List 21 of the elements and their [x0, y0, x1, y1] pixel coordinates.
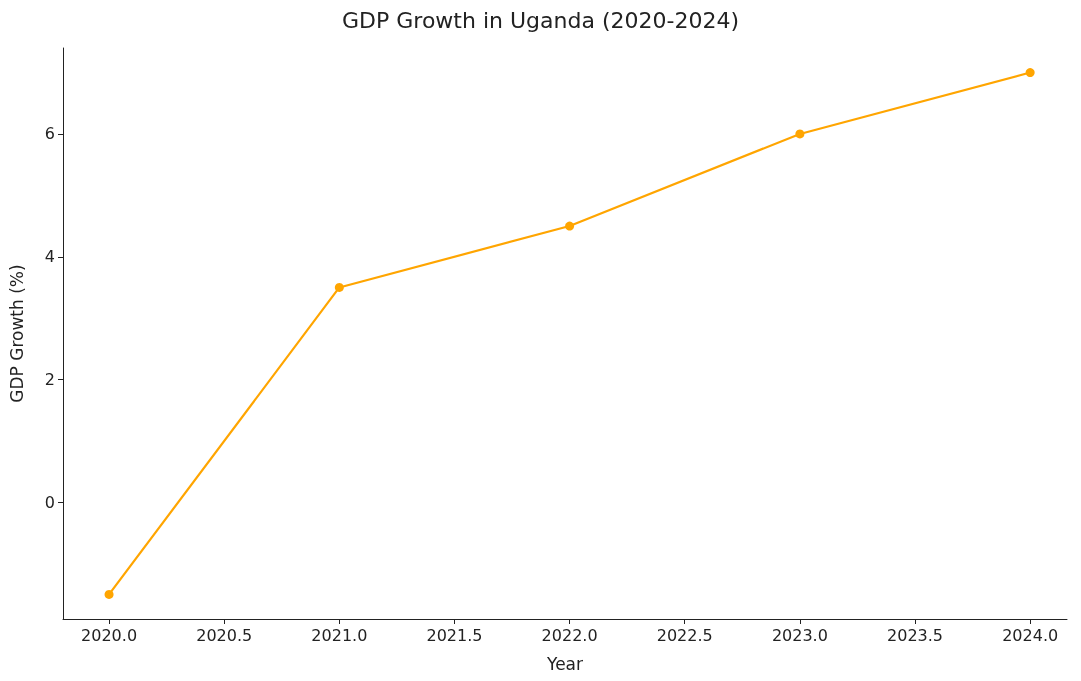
y-axis-title: GDP Growth (%): [6, 264, 27, 403]
x-tick-label: 2023.0: [771, 625, 828, 645]
x-tick-label: 2022.5: [656, 625, 713, 645]
x-tick-label: 2022.0: [541, 625, 598, 645]
chart-title: GDP Growth in Uganda (2020-2024): [342, 7, 739, 33]
y-tick-label: 0: [44, 492, 55, 512]
y-tick-label: 6: [44, 124, 55, 144]
point: [334, 282, 344, 292]
x-tick-label: 2021.0: [311, 625, 368, 645]
x-tick-label: 2020.0: [81, 625, 138, 645]
point: [104, 589, 114, 599]
y-tick-label: 2: [44, 370, 55, 390]
y-tick-label: 4: [44, 247, 55, 267]
x-tick-label: 2023.5: [887, 625, 944, 645]
x-tick-label: 2021.5: [426, 625, 483, 645]
x-tick-label: 2024.0: [1002, 625, 1059, 645]
point: [1025, 68, 1035, 78]
point: [565, 221, 575, 231]
x-axis-title: Year: [546, 653, 583, 674]
point: [795, 129, 805, 139]
x-tick-label: 2020.5: [196, 625, 253, 645]
